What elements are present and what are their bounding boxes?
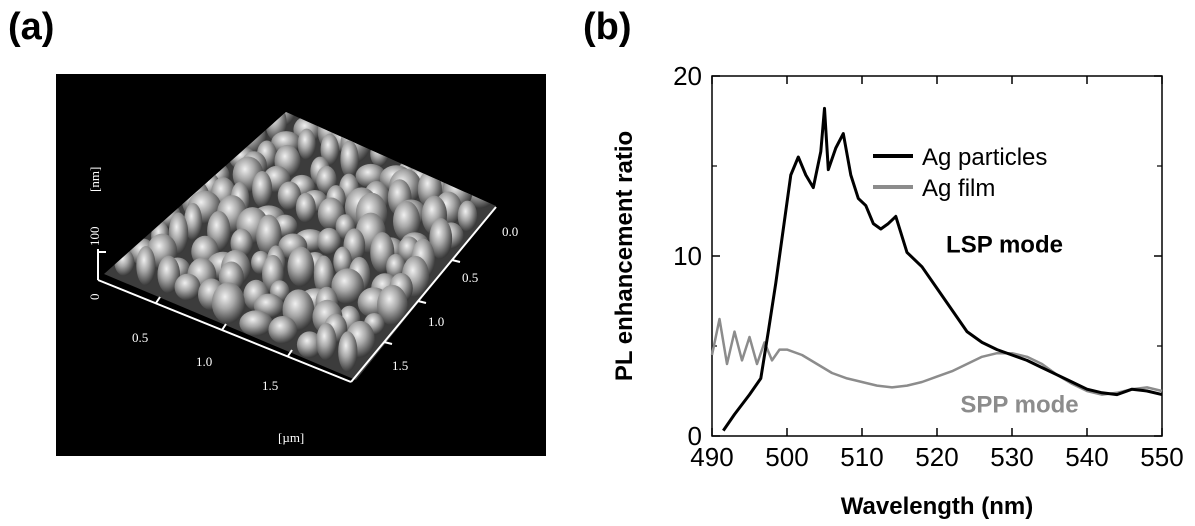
afm-z-tick-100: 100 bbox=[87, 227, 102, 247]
y-tick-label: 10 bbox=[673, 241, 702, 271]
axis-ticks: 490 500 510 520 530 540 550 0 10 20 bbox=[673, 61, 1184, 472]
afm-y-tick-1-0: 1.0 bbox=[428, 314, 444, 329]
afm-topography-image: [nm] 100 0 0.5 1.0 1.5 0.0 0.5 1.0 1.5 [… bbox=[56, 74, 546, 456]
afm-x-tick-0-5: 0.5 bbox=[132, 330, 148, 345]
afm-peak bbox=[377, 284, 408, 326]
data-series bbox=[710, 106, 1163, 432]
afm-x-axis bbox=[97, 279, 352, 383]
afm-xy-unit: [µm] bbox=[278, 430, 304, 445]
afm-peak bbox=[268, 315, 298, 344]
x-tick-label: 540 bbox=[1065, 442, 1108, 472]
afm-peak bbox=[429, 218, 453, 259]
afm-surface-svg: [nm] 100 0 0.5 1.0 1.5 0.0 0.5 1.0 1.5 [… bbox=[87, 112, 518, 445]
y-tick-label: 20 bbox=[673, 61, 702, 91]
afm-x-tick-1-5: 1.5 bbox=[262, 378, 278, 393]
x-axis-title: Wavelength (nm) bbox=[841, 493, 1033, 520]
legend: Ag particles Ag film bbox=[873, 144, 1047, 202]
afm-peak bbox=[393, 200, 421, 242]
x-tick-label: 550 bbox=[1140, 442, 1183, 472]
annotations: LSP mode SPP mode bbox=[946, 231, 1079, 418]
afm-y-tick-0-5: 0.5 bbox=[462, 270, 478, 285]
afm-peak bbox=[297, 128, 316, 160]
afm-peak bbox=[211, 282, 245, 324]
x-tick-label: 520 bbox=[915, 442, 958, 472]
legend-label: Ag particles bbox=[922, 144, 1047, 171]
afm-peak bbox=[320, 133, 340, 166]
afm-y-tick-1-5: 1.5 bbox=[392, 358, 408, 373]
afm-z-tick-0: 0 bbox=[87, 294, 102, 301]
afm-peak bbox=[331, 268, 364, 304]
panel-a-label: (a) bbox=[8, 6, 55, 48]
afm-y-tick-0-0: 0.0 bbox=[502, 224, 518, 239]
afm-peak bbox=[157, 255, 181, 294]
series-line-ag-film bbox=[710, 317, 1163, 396]
afm-peak bbox=[338, 331, 358, 372]
afm-peak bbox=[340, 140, 359, 178]
afm-peak bbox=[277, 181, 302, 211]
afm-peak bbox=[184, 202, 203, 241]
afm-peak bbox=[287, 246, 315, 287]
chart-annotation: SPP mode bbox=[960, 392, 1078, 419]
y-tick-label: 0 bbox=[688, 421, 702, 451]
afm-peak bbox=[313, 255, 334, 296]
afm-peak bbox=[317, 227, 341, 255]
afm-peak bbox=[295, 192, 316, 223]
y-axis-title: PL enhancement ratio bbox=[611, 131, 638, 381]
x-tick-label: 530 bbox=[990, 442, 1033, 472]
afm-z-unit: [nm] bbox=[87, 167, 102, 192]
afm-peak bbox=[252, 171, 273, 208]
afm-peak bbox=[457, 200, 478, 232]
chart-annotation: LSP mode bbox=[946, 231, 1063, 258]
series-line-ag-particles bbox=[722, 106, 1163, 432]
x-tick-label: 500 bbox=[765, 442, 808, 472]
afm-peak bbox=[316, 322, 337, 361]
afm-peak bbox=[174, 273, 201, 301]
afm-y-axis bbox=[350, 206, 497, 383]
afm-peak bbox=[136, 245, 156, 286]
afm-x-tick-1-0: 1.0 bbox=[196, 354, 212, 369]
afm-surface-peaks bbox=[114, 112, 496, 372]
afm-peak bbox=[239, 310, 273, 337]
x-tick-label: 490 bbox=[690, 442, 733, 472]
afm-peak bbox=[296, 331, 323, 359]
x-tick-label: 510 bbox=[840, 442, 883, 472]
legend-label: Ag film bbox=[922, 175, 995, 202]
panel-b-label: (b) bbox=[583, 6, 632, 48]
